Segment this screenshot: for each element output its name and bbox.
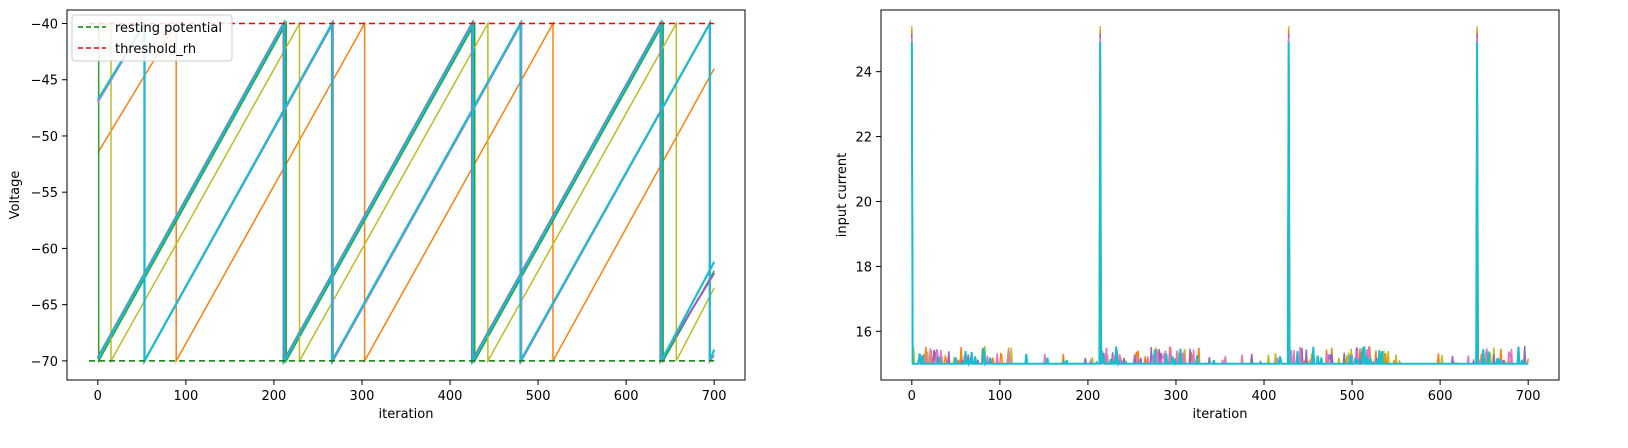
legend-label-resting: resting potential	[115, 21, 222, 36]
x-tick-label: 100	[987, 389, 1012, 404]
voltage-trace	[97, 20, 715, 364]
y-tick-label: 22	[855, 131, 872, 146]
x-tick-label: 0	[908, 389, 916, 404]
x-tick-label: 200	[262, 389, 287, 404]
voltage-plot-frame	[66, 9, 746, 381]
y-tick-label: −55	[31, 186, 58, 201]
current-y-ticks: 16 18 20 22 24	[855, 66, 881, 340]
x-tick-label: 600	[1428, 389, 1453, 404]
voltage-y-axis-label: Voltage	[8, 171, 23, 220]
voltage-y-ticks: −70 −65 −60 −55 −50 −45 −40	[31, 17, 67, 370]
x-tick-label: 200	[1076, 389, 1101, 404]
voltage-trace	[96, 19, 716, 366]
legend: resting potential threshold_rh	[71, 14, 233, 62]
current-y-axis-label: input current	[835, 153, 850, 237]
voltage-lines	[96, 19, 716, 366]
x-tick-label: 300	[350, 389, 375, 404]
current-x-ticks: 0 100 200 300 400 500 600 700	[908, 380, 1541, 404]
voltage-trace	[96, 19, 716, 366]
y-tick-label: 20	[855, 195, 872, 210]
y-tick-label: 16	[855, 325, 872, 340]
x-tick-label: 500	[1340, 389, 1365, 404]
legend-box	[71, 14, 233, 62]
y-tick-label: 18	[855, 260, 872, 275]
x-tick-label: 500	[526, 389, 551, 404]
voltage-trace	[97, 20, 715, 364]
y-tick-label: −40	[31, 17, 58, 32]
x-tick-label: 400	[438, 389, 463, 404]
current-lines	[910, 26, 1529, 368]
x-tick-label: 700	[702, 389, 727, 404]
x-tick-label: 400	[1252, 389, 1277, 404]
x-tick-label: 300	[1164, 389, 1189, 404]
y-tick-label: −60	[31, 242, 58, 257]
y-tick-label: −50	[31, 130, 58, 145]
y-tick-label: −45	[31, 74, 58, 89]
current-trace	[910, 41, 1529, 368]
x-tick-label: 100	[173, 389, 198, 404]
input-current-plot: 0 100 200 300 400 500 600 700 16 18 20 22 24 iterat…	[835, 9, 1560, 422]
y-tick-label: −65	[31, 299, 58, 314]
current-x-axis-label: iteration	[1193, 407, 1248, 422]
y-tick-label: 24	[855, 66, 872, 81]
current-plot-frame	[880, 9, 1560, 381]
x-tick-label: 0	[94, 389, 102, 404]
y-tick-label: −70	[31, 355, 58, 370]
x-tick-label: 700	[1516, 389, 1541, 404]
legend-label-threshold: threshold_rh	[115, 42, 196, 57]
voltage-x-ticks: 0 100 200 300 400 500 600 700	[94, 380, 727, 404]
voltage-plot: 0 100 200 300 400 500 600 700 −70 −65 −60 −55 −50 −4…	[8, 9, 746, 422]
x-tick-label: 600	[614, 389, 639, 404]
voltage-x-axis-label: iteration	[379, 407, 434, 422]
